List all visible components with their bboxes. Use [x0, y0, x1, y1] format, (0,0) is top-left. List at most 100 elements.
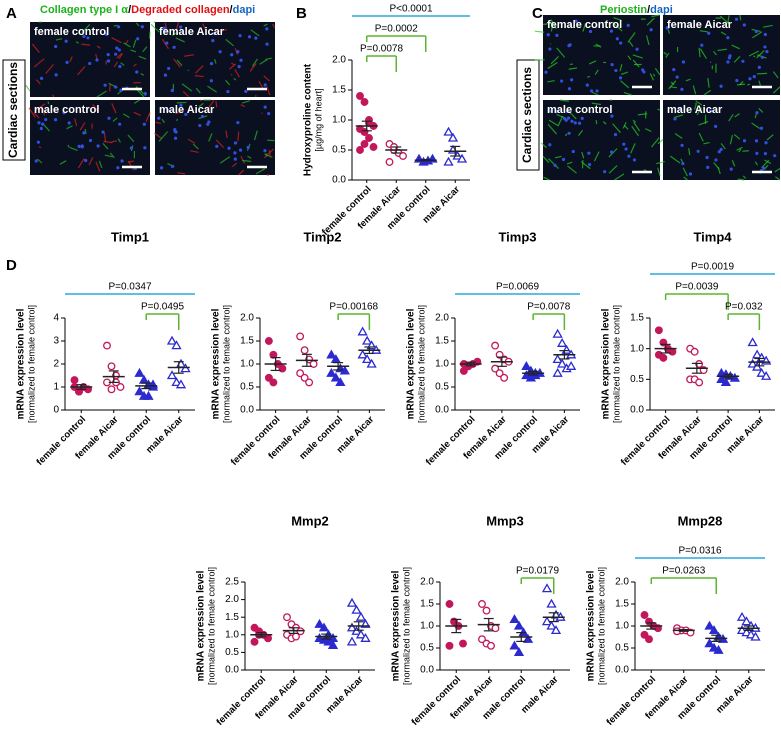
data-point	[175, 379, 187, 389]
texture	[230, 73, 233, 76]
data-point	[552, 367, 563, 377]
data-point	[752, 349, 763, 359]
data-point	[495, 350, 504, 359]
texture	[620, 80, 630, 89]
texture	[550, 19, 557, 30]
data-point	[745, 629, 757, 639]
tile-label: male control	[34, 104, 99, 116]
texture	[631, 125, 639, 137]
nucleus	[247, 35, 252, 39]
texture	[630, 143, 636, 154]
texture	[194, 75, 204, 78]
data-point	[546, 598, 557, 608]
texture	[774, 168, 781, 173]
texture	[84, 128, 87, 135]
nucleus	[184, 112, 188, 117]
nucleus	[236, 50, 240, 54]
texture	[199, 99, 202, 102]
nucleus	[577, 121, 582, 125]
texture	[654, 67, 661, 76]
data-point	[704, 620, 715, 630]
nucleus	[263, 149, 267, 153]
p-value: P=0.0078	[360, 44, 404, 55]
nucleus	[106, 59, 111, 63]
texture	[208, 133, 213, 142]
y-axis-label: mRNA expression level	[196, 570, 207, 681]
y-tick-label: 2.0	[435, 313, 449, 324]
nucleus	[172, 45, 176, 49]
y-tick-label: 0.5	[332, 145, 346, 156]
texture	[554, 155, 562, 159]
texture	[104, 154, 113, 158]
texture	[548, 158, 559, 169]
title-part: /	[647, 4, 650, 16]
p-value: P=0.0179	[516, 566, 560, 577]
y-axis-label: mRNA expression level	[391, 570, 402, 681]
texture	[582, 23, 587, 32]
data-point	[750, 631, 761, 641]
texture	[754, 113, 757, 119]
nucleus	[614, 68, 618, 73]
nucleus	[136, 37, 140, 41]
nucleus	[714, 158, 718, 162]
data-point	[720, 377, 731, 387]
nucleus	[587, 151, 591, 155]
texture	[764, 159, 772, 165]
nucleus	[226, 90, 230, 94]
nucleus	[103, 83, 107, 87]
nucleus	[39, 76, 44, 80]
nucleus	[41, 122, 45, 126]
texture	[102, 142, 109, 150]
texture	[207, 85, 217, 93]
texture	[665, 52, 670, 58]
nucleus	[233, 157, 237, 161]
texture	[31, 43, 40, 53]
data-point	[478, 600, 486, 608]
data-point	[75, 387, 83, 396]
nucleus	[763, 32, 767, 37]
texture	[731, 44, 740, 50]
texture	[669, 155, 681, 164]
texture	[118, 53, 124, 60]
data-point	[645, 635, 653, 644]
nucleus	[574, 19, 578, 23]
data-point	[654, 326, 663, 335]
data-point	[459, 639, 467, 648]
texture	[605, 19, 609, 26]
nucleus	[86, 36, 90, 40]
texture	[127, 134, 135, 142]
texture	[733, 133, 741, 140]
data-point	[264, 634, 272, 643]
data-point	[557, 337, 568, 347]
texture	[734, 113, 740, 118]
texture	[549, 43, 552, 45]
chart-title: Mmp2	[291, 513, 329, 528]
nucleus	[705, 155, 709, 160]
data-point	[318, 622, 330, 632]
texture	[112, 117, 118, 122]
nucleus	[573, 121, 577, 125]
texture	[627, 32, 636, 43]
texture	[96, 90, 107, 98]
data-point	[134, 367, 145, 377]
nucleus	[163, 73, 168, 77]
texture	[742, 175, 747, 179]
nucleus	[233, 151, 237, 155]
y-axis-label: [normalized to female control]	[611, 305, 621, 423]
nucleus	[763, 151, 768, 156]
texture	[217, 28, 227, 33]
data-point	[369, 143, 378, 151]
y-tick-label: 0.0	[615, 665, 629, 676]
texture	[175, 21, 180, 31]
texture	[135, 22, 140, 27]
data-point	[355, 629, 367, 639]
y-axis-label: [normalized to female control]	[221, 305, 231, 423]
nucleus	[719, 147, 723, 152]
texture	[752, 31, 763, 39]
texture	[775, 176, 781, 181]
texture	[756, 50, 765, 59]
y-tick-label: 4	[53, 313, 59, 324]
texture	[150, 23, 160, 33]
nucleus	[760, 55, 764, 59]
nucleus	[95, 58, 99, 62]
